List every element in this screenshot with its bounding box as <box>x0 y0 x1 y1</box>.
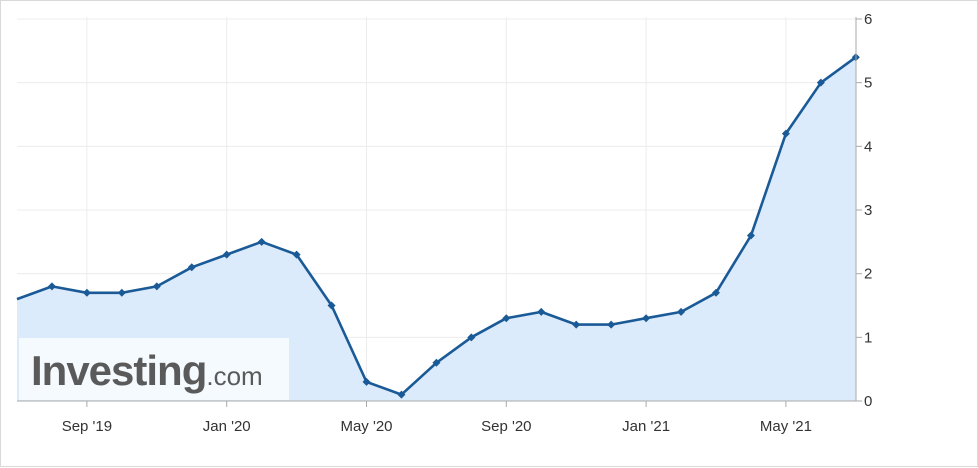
watermark-brand-text: Investing.com <box>31 347 263 394</box>
x-tick-label: Jan '21 <box>622 418 670 435</box>
x-tick-label: Sep '20 <box>481 418 531 435</box>
data-point <box>292 250 301 259</box>
data-point <box>572 320 581 329</box>
y-tick-label: 4 <box>864 138 872 155</box>
x-tick-label: May '20 <box>340 418 392 435</box>
y-axis-tick-labels: 0 1 2 3 4 5 6 <box>864 11 872 410</box>
data-point <box>187 263 196 272</box>
data-point <box>327 301 336 310</box>
x-tick-label: Jan '20 <box>203 418 251 435</box>
x-tick-label: May '21 <box>760 418 812 435</box>
investing-watermark: Investing.com <box>19 338 289 400</box>
y-tick-label: 0 <box>864 393 872 410</box>
axes <box>17 17 862 407</box>
y-tick-label: 2 <box>864 266 872 283</box>
data-point <box>816 78 825 87</box>
data-point <box>712 288 720 297</box>
y-tick-label: 1 <box>864 329 872 346</box>
data-point <box>642 314 651 323</box>
x-tick-label: Sep '19 <box>62 418 112 435</box>
data-point <box>677 307 686 316</box>
data-point <box>467 333 476 342</box>
data-point <box>47 282 56 291</box>
x-axis-tick-labels: Sep '19 Jan '20 May '20 Sep '20 Jan '21 May '… <box>62 418 812 435</box>
data-point <box>222 250 231 259</box>
data-point <box>257 237 266 246</box>
data-point <box>82 288 91 297</box>
data-point <box>607 320 616 329</box>
data-points <box>47 53 860 399</box>
data-point <box>432 358 441 367</box>
area-fill <box>17 57 856 401</box>
data-point <box>746 231 755 240</box>
y-tick-label: 3 <box>864 202 872 219</box>
data-point <box>781 129 790 138</box>
data-point <box>397 390 406 399</box>
y-tick-label: 5 <box>864 75 872 92</box>
data-point <box>362 377 371 386</box>
series-area <box>17 57 856 401</box>
y-tick-label: 6 <box>864 11 872 28</box>
watermark-backdrop <box>19 338 289 400</box>
data-point <box>502 314 511 323</box>
data-point <box>152 282 161 291</box>
data-point <box>117 288 126 297</box>
data-point <box>537 307 546 316</box>
